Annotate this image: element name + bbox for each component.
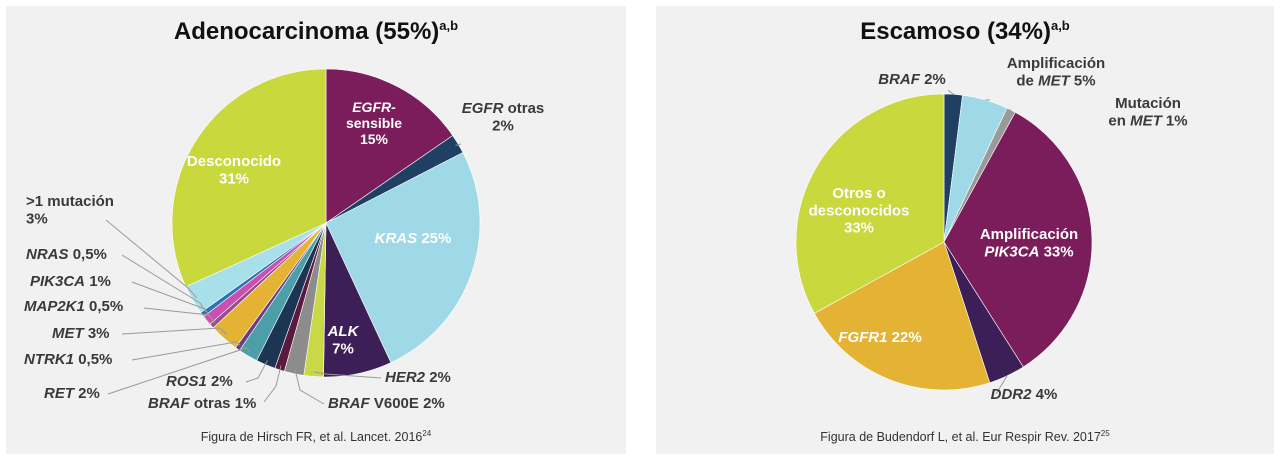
leader-line-braf-2 — [947, 89, 954, 95]
pie-slice-otros-o-desconocidos-33 — [795, 93, 945, 314]
slice-label-egfr-sensible-15: EGFR-sensible 15% — [346, 99, 402, 147]
left-caption: Figura de Hirsch FR, et al. Lancet. 2016… — [200, 428, 432, 444]
slice-label-braf-v600e-2: BRAF V600E 2% — [328, 395, 445, 412]
slice-label-otros-o-desconocidos-33: Otros o desconocidos 33% — [809, 185, 910, 237]
leader-line-ddr2-4 — [995, 375, 1008, 395]
slice-label-braf-2: BRAF 2% — [878, 71, 946, 88]
leader-line-braf-otras-1 — [263, 365, 282, 403]
slice-label-amplificacion-de-met-5: Amplificación de MET 5% — [1007, 55, 1105, 89]
slice-label-her2-2: HER2 2% — [385, 369, 451, 386]
slice-label-amplificacion-pik3ca-33: Amplificación PIK3CA 33% — [980, 226, 1078, 260]
slice-label-met-3: MET 3% — [52, 325, 110, 342]
leader-line-ntrk1-0-5 — [131, 341, 241, 361]
left-pie-chart: EGFR-sensible 15% EGFR otras 2% KRAS 25% ALK 7… — [24, 68, 545, 412]
leader-line-her2-2 — [313, 371, 382, 379]
right-chart-panel: Escamoso (34%)a,b BRAF 2% Amplificación de… — [656, 6, 1274, 454]
slice-label-ret-2: RET 2% — [44, 385, 100, 402]
slice-label-1-mutacion-3: >1 mutación 3% — [26, 193, 114, 227]
left-chart-panel: Adenocarcinoma (55%)a,b EGFR-sensible 15%… — [6, 6, 626, 454]
right-caption: Figura de Budendorf L, et al. Eur Respir… — [820, 428, 1110, 444]
leader-line-ros1-2 — [245, 360, 268, 383]
slice-label-pik3ca-1: PIK3CA 1% — [30, 273, 111, 290]
right-chart-title: Escamoso (34%)a,b — [860, 18, 1070, 45]
leader-line-pik3ca-1 — [131, 281, 211, 318]
slice-label-fgfr1-22: FGFR1 22% — [838, 329, 921, 346]
pie-slice-fgfr1-22 — [813, 241, 991, 391]
slice-label-kras-25: KRAS 25% — [375, 230, 452, 247]
pie-slice-amplificacion-pik3ca-33 — [943, 111, 1093, 368]
slice-label-alk-7: ALK 7% — [327, 323, 360, 357]
leader-line-egfr-otras-2 — [455, 143, 462, 146]
leader-line-met-3 — [121, 327, 228, 336]
pie-slice-kras-25 — [325, 152, 481, 364]
slice-label-ntrk1-0-5: NTRK1 0,5% — [24, 351, 112, 368]
leader-line-1-mutacion-3 — [105, 219, 198, 299]
pie-slice-egfr-sensible-15 — [325, 68, 454, 224]
slice-label-ros1-2: ROS1 2% — [166, 373, 233, 390]
leader-line-nras-0-5 — [121, 254, 207, 313]
slice-label-mutacion-en-met-1: Mutación en MET 1% — [1108, 95, 1187, 129]
leader-line-ret-2 — [107, 347, 251, 395]
slice-label-braf-otras-1: BRAF otras 1% — [148, 395, 256, 412]
slice-label-egfr-otras-2: EGFR otras 2% — [462, 100, 545, 134]
left-chart-title: Adenocarcinoma (55%)a,b — [173, 18, 459, 45]
pie-slice-desconocido-31 — [171, 68, 327, 288]
slice-label-ddr2-4: DDR2 4% — [991, 386, 1058, 403]
slice-label-map2k1-0-5: MAP2K1 0,5% — [24, 298, 123, 315]
leader-line-braf-v600e-2 — [294, 368, 325, 405]
slice-label-nras-0-5: NRAS 0,5% — [26, 246, 107, 263]
slice-label-desconocido-31: Desconocido 31% — [187, 153, 281, 187]
right-pie-chart: BRAF 2% Amplificación de MET 5%Mutación en … — [795, 55, 1188, 403]
